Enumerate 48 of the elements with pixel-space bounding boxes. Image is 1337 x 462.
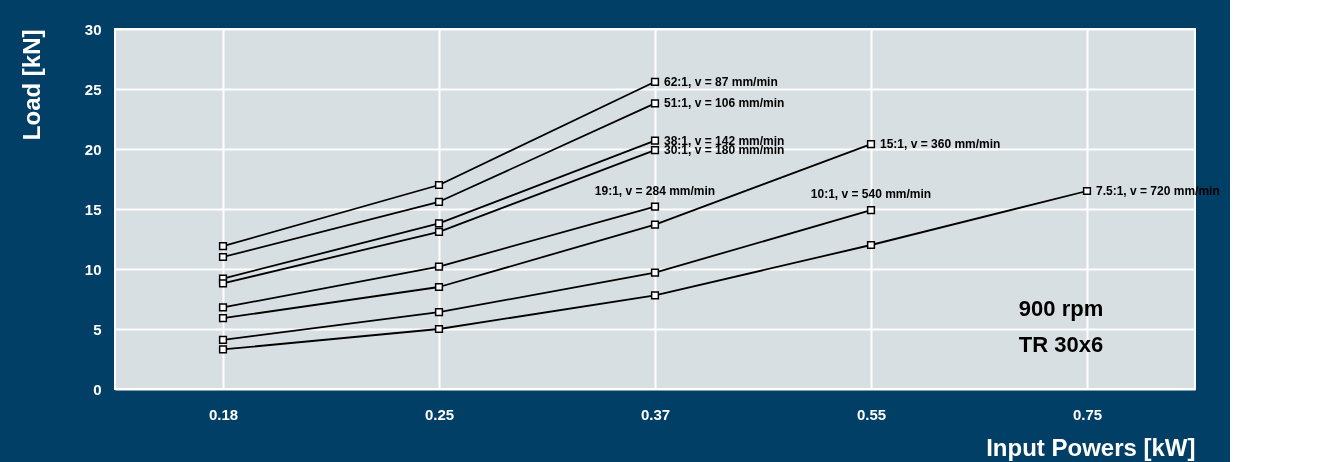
point bbox=[1082, 186, 1092, 196]
point bbox=[434, 324, 444, 334]
x-tick-label: 0.18 bbox=[208, 405, 239, 423]
point bbox=[650, 268, 660, 277]
point bbox=[218, 252, 228, 262]
point bbox=[650, 99, 660, 108]
point bbox=[434, 227, 444, 236]
point bbox=[218, 303, 228, 312]
x-tick-label: 0.37 bbox=[640, 405, 671, 423]
point bbox=[650, 136, 660, 145]
point bbox=[650, 77, 660, 86]
series-label: 15:1, v = 360 mm/min bbox=[880, 137, 1001, 152]
y-tick-label: 10 bbox=[84, 260, 102, 278]
point bbox=[434, 219, 444, 228]
series-label: 51:1, v = 106 mm/min bbox=[664, 96, 785, 111]
point bbox=[434, 197, 444, 206]
point bbox=[650, 146, 660, 155]
y-tick-label: 30 bbox=[84, 20, 102, 38]
point bbox=[218, 314, 228, 323]
series-label: 19:1, v = 284 mm/min bbox=[594, 183, 716, 198]
y-axis-title: Load [kN] bbox=[17, 29, 45, 141]
annotation: 900 rpm bbox=[1018, 296, 1104, 321]
x-tick-label: 0.55 bbox=[856, 405, 887, 423]
point bbox=[650, 291, 660, 300]
annotation: TR 30x6 bbox=[1018, 332, 1104, 357]
y-tick-label: 5 bbox=[93, 320, 102, 338]
y-tick-label: 25 bbox=[84, 80, 102, 98]
x-axis-title: Input Powers [kW] bbox=[986, 433, 1196, 461]
point bbox=[434, 180, 444, 190]
point bbox=[218, 345, 228, 354]
point bbox=[434, 308, 444, 317]
series-label: 10:1, v = 540 mm/min bbox=[810, 187, 932, 202]
series-label: 62:1, v = 87 mm/min bbox=[664, 74, 778, 89]
y-tick-label: 0 bbox=[93, 380, 102, 398]
point bbox=[650, 202, 660, 211]
point bbox=[434, 282, 444, 292]
point bbox=[434, 262, 444, 271]
y-tick-label: 20 bbox=[84, 140, 102, 158]
x-tick-label: 0.75 bbox=[1072, 405, 1103, 423]
point bbox=[866, 140, 876, 149]
point bbox=[218, 279, 228, 288]
point bbox=[866, 206, 876, 215]
point bbox=[866, 240, 876, 250]
point bbox=[650, 220, 660, 229]
x-tick-label: 0.25 bbox=[424, 405, 455, 423]
point bbox=[218, 242, 228, 251]
y-tick-label: 15 bbox=[84, 200, 102, 218]
point bbox=[218, 335, 228, 344]
